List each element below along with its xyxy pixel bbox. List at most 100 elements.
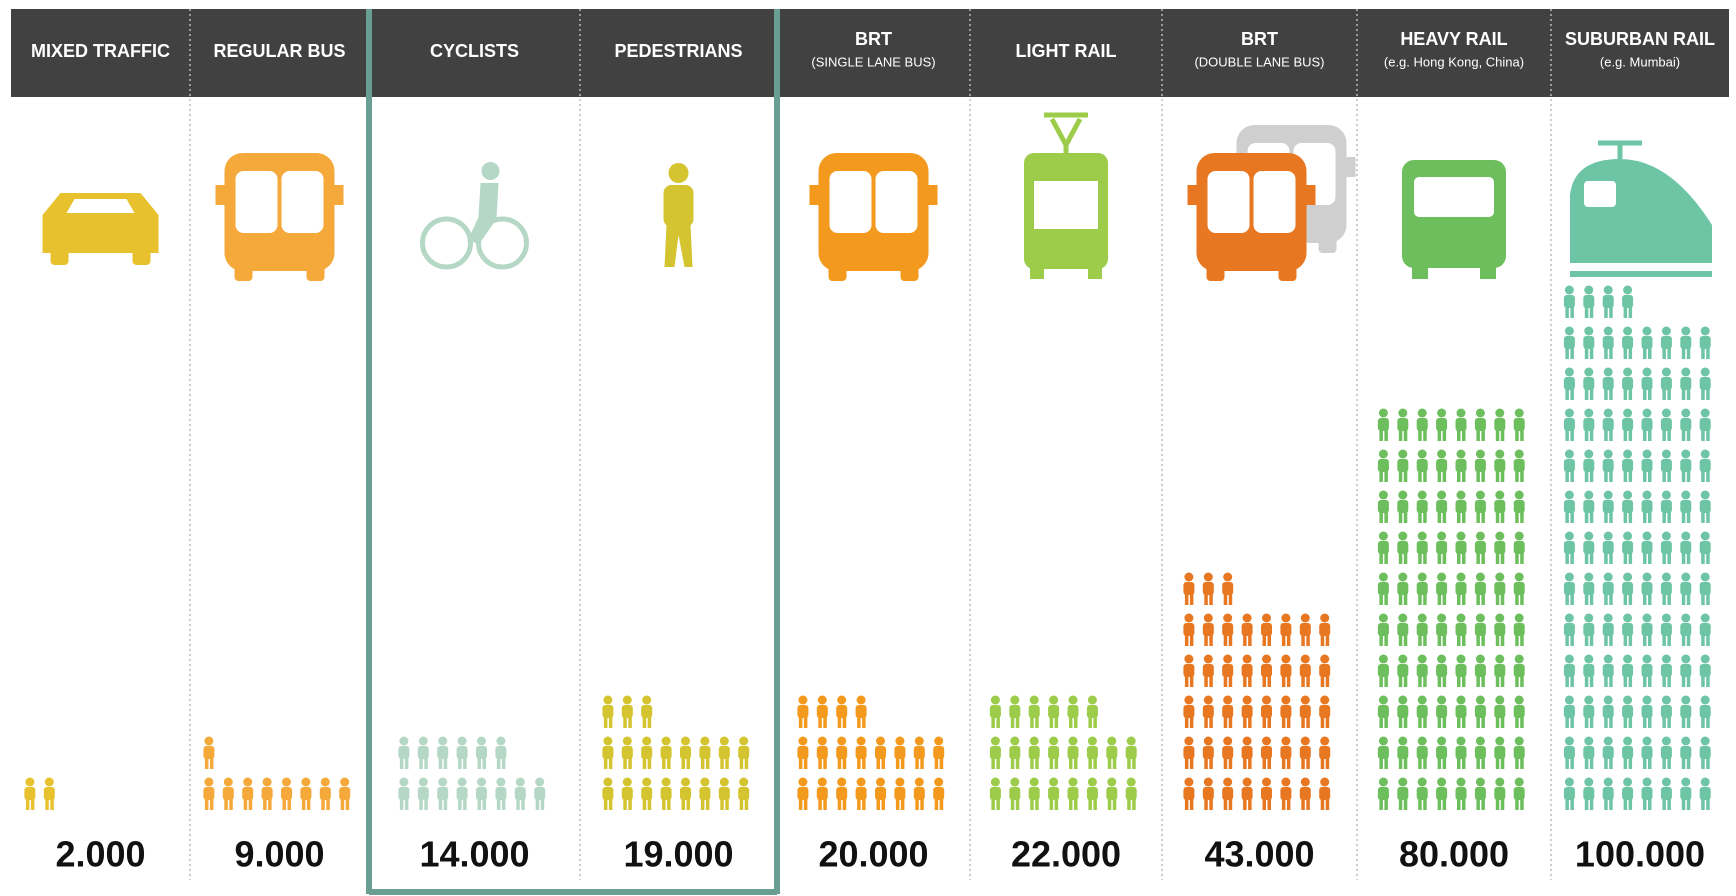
person-leg [895,799,900,810]
person-body [1563,541,1575,554]
person-head [1475,695,1485,705]
person-leg [1209,676,1213,687]
person-head [1681,736,1691,746]
person-body [1563,746,1575,759]
person-body [319,787,331,800]
person-leg [1015,717,1020,728]
person-leg [1609,471,1613,482]
person-leg [1286,799,1291,810]
person-body [1699,787,1711,800]
person-head [1398,695,1408,705]
person-leg [1423,676,1427,687]
person-leg [1706,553,1710,564]
person-leg [991,758,995,769]
person-leg [1223,717,1228,728]
column-note: (DOUBLE LANE BUS) [1194,54,1324,69]
person-body [1513,459,1525,472]
person-head [1417,613,1427,623]
person-head [990,777,1000,787]
person-leg [1481,430,1485,441]
person-body [1699,664,1711,677]
person-leg [823,717,827,728]
person-leg [229,799,233,810]
person-leg [857,717,861,728]
person-leg [501,758,506,769]
person-body [1416,541,1428,554]
person-leg [798,799,803,810]
person-head [1437,572,1447,582]
person-leg [287,799,291,810]
person-leg [399,799,404,810]
value-label: 14.000 [419,834,529,875]
column-header: BRT [855,29,892,49]
person-body [1602,459,1614,472]
vehicle-icon [1187,125,1356,281]
person-head [1184,736,1194,746]
person-leg [1515,799,1519,810]
person-leg [1584,389,1589,400]
person-leg [263,799,267,810]
person-leg [1643,389,1647,400]
person-leg [1701,553,1705,564]
person-head [1184,695,1194,705]
person-body [1280,664,1292,677]
person-leg [1648,635,1652,646]
person-head [1584,326,1594,336]
person-body [1067,705,1079,718]
person-body [1641,336,1653,349]
person-body [1680,582,1692,595]
person-head [1320,695,1330,705]
person-leg [248,799,253,810]
person-leg [1030,799,1034,810]
person-head [1603,572,1613,582]
person-head [1514,654,1524,664]
person-leg [1623,758,1628,769]
person-leg [862,799,866,810]
person-body [1474,705,1486,718]
person-body [1183,582,1195,595]
person-head [1378,736,1388,746]
person-leg [1204,758,1208,769]
person-head [1623,326,1633,336]
person-leg [667,758,671,769]
person-head [1437,695,1447,705]
person-body [913,746,925,759]
person-leg [1623,430,1628,441]
person-body [398,746,410,759]
person-head [1107,777,1117,787]
person-leg [1667,512,1671,523]
person-head [1661,613,1671,623]
person-leg [1623,717,1628,728]
person-leg [1379,717,1383,728]
person-head [1398,490,1408,500]
person-leg [1010,799,1015,810]
person-body [1299,623,1311,636]
person-leg [1584,717,1589,728]
person-body [699,746,711,759]
person-head [262,777,272,787]
person-body [1563,295,1575,308]
metro-window [1414,177,1494,217]
person-body [1455,459,1467,472]
person-leg [1662,471,1666,482]
person-head [496,736,506,746]
person-head [1281,613,1291,623]
person-head [603,695,613,705]
person-head [1029,695,1039,705]
person-leg [1565,758,1569,769]
person-leg [1481,471,1485,482]
person-body [1086,746,1098,759]
person-leg [1442,799,1447,810]
person-leg [1267,676,1271,687]
person-leg [1228,594,1233,605]
person-body [1241,664,1253,677]
person-leg [1189,676,1194,687]
person-body [1602,746,1614,759]
person-leg [243,799,248,810]
person-head [1564,367,1574,377]
person-leg [1243,758,1247,769]
person-leg [1223,758,1228,769]
person-body [1680,336,1692,349]
person-body [1455,705,1467,718]
person-head [1417,736,1427,746]
